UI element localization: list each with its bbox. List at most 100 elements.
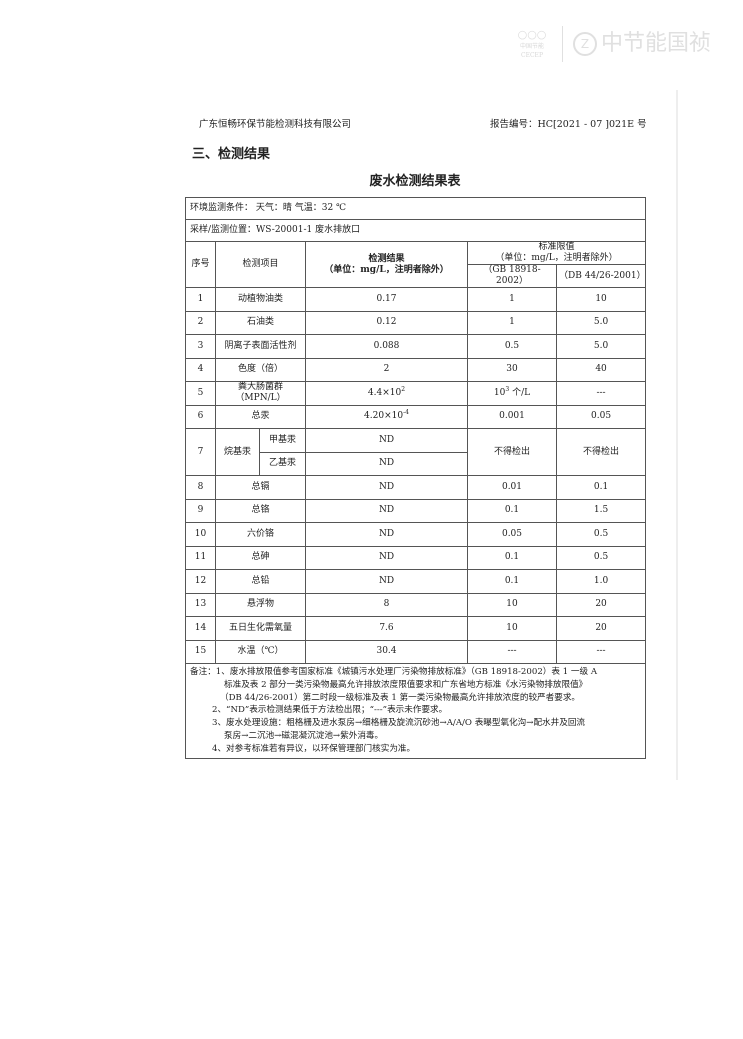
row-no-text: 5: [197, 387, 204, 398]
brand-text: 中节能国祯: [601, 31, 712, 56]
row-gb-text: 10: [506, 622, 518, 633]
row-item: 总汞: [215, 404, 306, 429]
note-1-cont: （DB 44/26-2001）第二时段一级标准及表 1 第一类污染物最高允许排放…: [220, 692, 581, 703]
row-item: 总铅: [215, 569, 306, 594]
row-gb: 0.5: [467, 334, 557, 359]
col-limit-label: 标准限值: [538, 242, 575, 252]
row-gb: 30: [467, 357, 557, 382]
table-row: 3 阴离子表面活性剂 0.088 0.5 5.0: [185, 334, 647, 359]
row-db: 5.0: [555, 310, 647, 335]
row-db: 40: [555, 357, 647, 382]
table-row: 11 总砷 ND 0.1 0.5: [185, 545, 647, 570]
cecep-logo: ○○○ 中国节能 CECEP: [512, 28, 552, 60]
row-no-text: 1: [197, 293, 204, 304]
row-item-text: 石油类: [246, 317, 274, 328]
row-result: ND: [305, 451, 468, 476]
col-db: （DB 44/26-2001）: [555, 264, 647, 288]
row-result: ND: [305, 522, 468, 547]
row-gb-unit: 个/L: [509, 387, 531, 398]
table-row: 乙基汞 ND: [186, 451, 646, 476]
row-item: 总镉: [215, 475, 306, 500]
row-db-text: 1.5: [593, 505, 609, 516]
row-no-text: 6: [197, 411, 204, 422]
row-no: 1: [185, 287, 216, 312]
row-db-text: 10: [595, 293, 607, 304]
row-result: ND: [305, 569, 468, 594]
table-title: 废水检测结果表: [369, 174, 461, 189]
row-db: 10: [555, 287, 647, 312]
note-1: 1、废水排放限值参考国家标准《城镇污水处理厂污染物排放标准》（GB 18918-…: [215, 667, 598, 677]
row-db-text: 0.5: [593, 552, 609, 563]
rings-icon: ○○○: [517, 28, 547, 41]
row-item: 阴离子表面活性剂: [215, 334, 306, 359]
row-no: 6: [185, 404, 216, 429]
notes: 备注：1、废水排放限值参考国家标准《城镇污水处理厂污染物排放标准》（GB 189…: [184, 663, 647, 759]
row-no: 3: [185, 334, 216, 359]
row-item-text: 六价铬: [246, 528, 274, 539]
table-row: 9 总铬 ND 0.1 1.5: [185, 498, 647, 523]
row-no: 5: [185, 381, 216, 406]
row-result-text: 4.4×10: [367, 387, 402, 398]
row-db: ---: [555, 639, 647, 664]
table-row: 4 色度（倍） 2 30 40: [185, 357, 647, 382]
row-result: 4.4×102: [305, 381, 468, 406]
table-row: 6 总汞 4.20×10-4 0.001 0.05: [185, 404, 647, 429]
row-result-text: 2: [383, 364, 390, 375]
row-result: ND: [305, 545, 468, 570]
row-item: 石油类: [215, 310, 306, 335]
table-row: 14 五日生化需氧量 7.6 10 20: [185, 616, 647, 641]
row-result: ND: [305, 475, 468, 500]
note-2: 2、“ND”表示检测结果低于方法检出限；“---”表示未作要求。: [212, 705, 448, 716]
row-result-text: 8: [383, 599, 390, 610]
row-result: 2: [305, 357, 468, 382]
row-db: 1.5: [555, 498, 647, 523]
row-result-text: ND: [378, 528, 395, 539]
row-gb-text: 0.1: [504, 575, 520, 586]
row-db: 不得检出: [555, 428, 647, 476]
exponent: 2: [401, 385, 406, 393]
col-limit-unit: （单位：mg/L，注明者除外）: [495, 253, 618, 263]
row-item: 动植物油类: [215, 287, 306, 312]
brand-z-icon: Z: [573, 32, 597, 56]
sampling-location: 采样/监测位置：WS-20001-1 废水排放口: [184, 219, 647, 242]
row-item-text: 水温（℃）: [237, 646, 284, 657]
col-limit: 标准限值 （单位：mg/L，注明者除外）: [466, 241, 647, 265]
row-db-text: 1.0: [593, 575, 609, 586]
table-row: 15 水温（℃） 30.4 --- ---: [185, 639, 647, 664]
row-subitem: 乙基汞: [259, 451, 306, 476]
row-item-text: 总汞: [251, 411, 270, 422]
row-item-text: 粪大肠菌群: [237, 382, 283, 393]
row-gb-text: 10: [493, 387, 506, 398]
row-gb: 0.001: [467, 404, 557, 429]
row-no: 13: [185, 592, 216, 617]
row-result-text: 7.6: [379, 622, 394, 633]
row-db-text: 5.0: [593, 317, 609, 328]
notes-label: 备注：: [190, 667, 216, 677]
row-result-text: 0.088: [373, 340, 400, 351]
col-result-unit: （单位：mg/L，注明者除外）: [324, 264, 449, 275]
row-db-text: 20: [595, 599, 607, 610]
row-gb-text: 0.1: [504, 505, 520, 516]
row-result: 8: [305, 592, 468, 617]
row-no: 4: [185, 357, 216, 382]
row-item-text: 色度（倍）: [237, 364, 283, 375]
row-gb: 0.05: [467, 522, 557, 547]
row-result-text: ND: [378, 552, 395, 563]
row-db: 0.05: [555, 404, 647, 429]
row-item-text: 悬浮物: [246, 599, 274, 610]
row-item-text: 总铅: [251, 575, 270, 586]
note-4: 4、对参考标准若有异议，以环保管理部门核实为准。: [212, 743, 416, 754]
row-gb-text: 0.5: [504, 340, 520, 351]
note-1-cont: 标准及表 2 部分一类污染物最高允许排放浓度限值要求和广东省地方标准《水污染物排…: [224, 679, 588, 690]
report-number: 报告编号：HC[2021 - 07 ]021E 号: [490, 119, 647, 130]
row-no-text: 13: [194, 599, 207, 610]
table-row: 10 六价铬 ND 0.05 0.5: [185, 522, 647, 547]
row-db: 5.0: [555, 334, 647, 359]
row-db-text: 20: [595, 622, 607, 633]
row-result: 4.20×10-4: [305, 404, 468, 429]
monitoring-conditions: 环境监测条件： 天气：晴 气温：32 ℃: [184, 197, 647, 220]
row-gb: 10: [467, 592, 557, 617]
results-table: 环境监测条件： 天气：晴 气温：32 ℃ 采样/监测位置：WS-20001-1 …: [184, 197, 647, 759]
brand-logo: Z 中节能国祯: [573, 31, 711, 57]
row-item: 总铬: [215, 498, 306, 523]
